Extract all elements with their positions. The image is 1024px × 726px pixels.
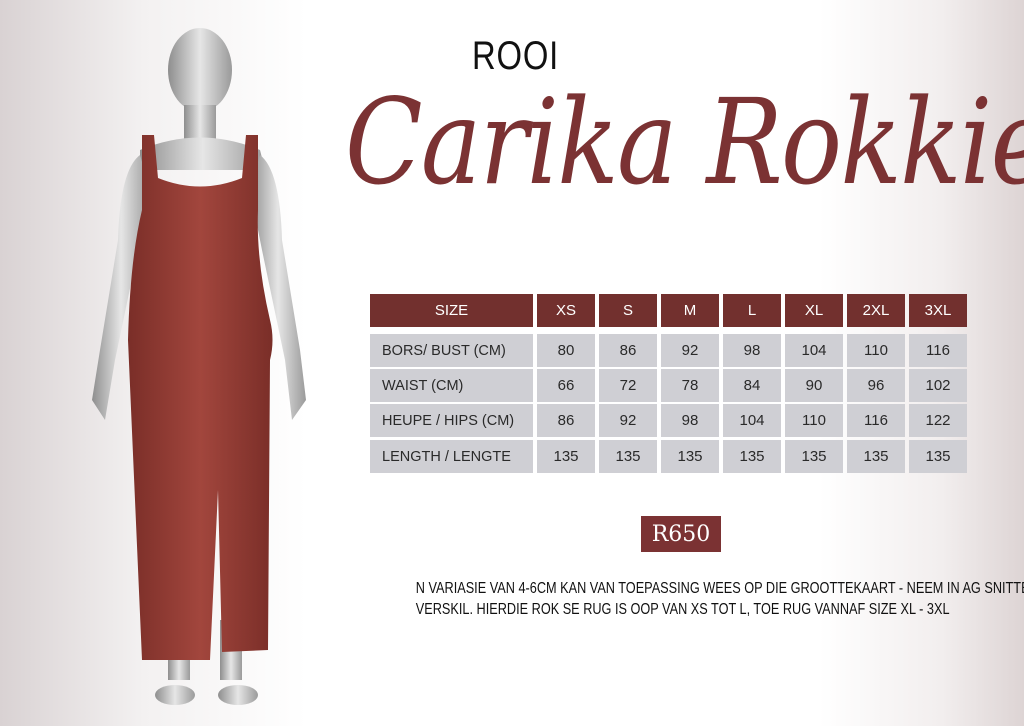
- mannequin-dress-image: [92, 28, 306, 705]
- table-cell: 72: [599, 369, 657, 402]
- header-s: S: [599, 294, 657, 327]
- table-cell: 90: [785, 369, 843, 402]
- header-m: M: [661, 294, 719, 327]
- table-cell: 98: [723, 334, 781, 367]
- table-cell: 80: [537, 334, 595, 367]
- table-cell: 78: [661, 369, 719, 402]
- row-label: LENGTH / LENGTE: [370, 440, 533, 473]
- table-cell: 135: [723, 440, 781, 473]
- row-label: WAIST (CM): [370, 369, 533, 402]
- table-cell: 86: [537, 404, 595, 437]
- header-size: SIZE: [370, 294, 533, 327]
- row-label: BORS/ BUST (CM): [370, 334, 533, 367]
- fit-note-line-2: VERSKIL. HIERDIE ROK SE RUG IS OOP VAN X…: [415, 601, 950, 618]
- table-cell: 104: [723, 404, 781, 437]
- table-cell: 135: [599, 440, 657, 473]
- table-cell: 135: [847, 440, 905, 473]
- table-cell: 84: [723, 369, 781, 402]
- product-title: Carika Rokkie: [345, 73, 1024, 211]
- table-cell: 135: [537, 440, 595, 473]
- table-cell: 110: [847, 334, 905, 367]
- table-cell: 102: [909, 369, 967, 402]
- fit-note: N VARIASIE VAN 4-6CM KAN VAN TOEPASSING …: [415, 578, 1024, 620]
- header-l: L: [723, 294, 781, 327]
- table-cell: 66: [537, 369, 595, 402]
- table-cell: 96: [847, 369, 905, 402]
- price-badge: R650: [641, 516, 721, 552]
- table-cell: 104: [785, 334, 843, 367]
- table-cell: 135: [909, 440, 967, 473]
- table-cell: 116: [847, 404, 905, 437]
- row-label: HEUPE / HIPS (CM): [370, 404, 533, 437]
- header-xl: XL: [785, 294, 843, 327]
- table-cell: 98: [661, 404, 719, 437]
- table-cell: 135: [661, 440, 719, 473]
- header-xs: XS: [537, 294, 595, 327]
- table-cell: 92: [599, 404, 657, 437]
- color-label: ROOI: [472, 34, 560, 78]
- table-cell: 116: [909, 334, 967, 367]
- header-2xl: 2XL: [847, 294, 905, 327]
- table-cell: 110: [785, 404, 843, 437]
- table-cell: 122: [909, 404, 967, 437]
- table-cell: 135: [785, 440, 843, 473]
- table-cell: 92: [661, 334, 719, 367]
- table-cell: 86: [599, 334, 657, 367]
- header-3xl: 3XL: [909, 294, 967, 327]
- fit-note-line-1: N VARIASIE VAN 4-6CM KAN VAN TOEPASSING …: [415, 580, 1024, 597]
